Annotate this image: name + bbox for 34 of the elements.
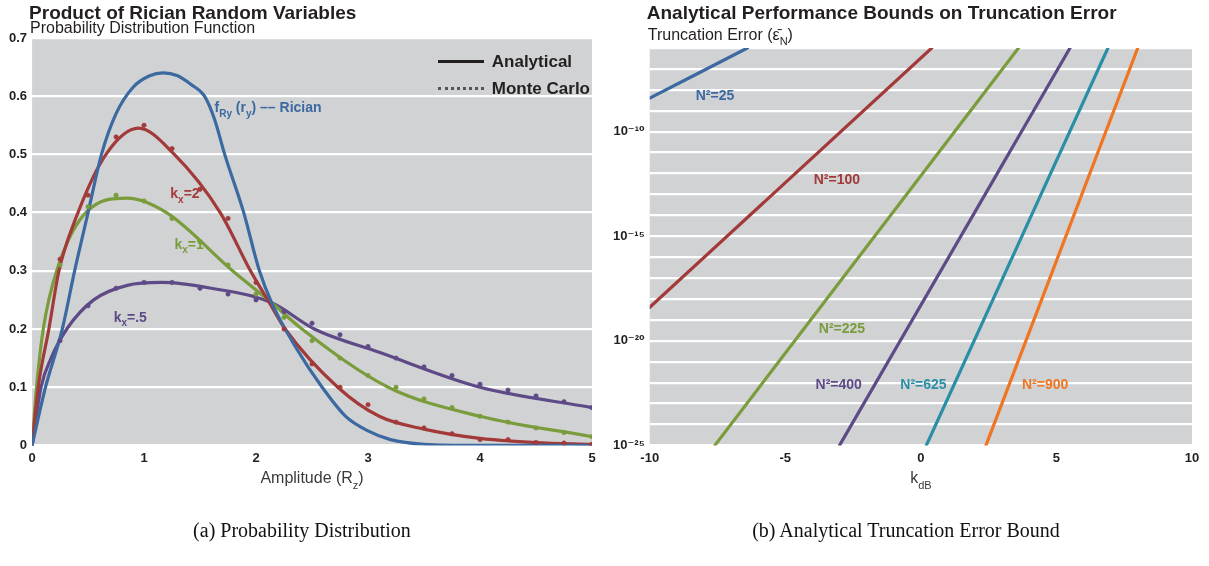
- x-tick-label: 5: [1052, 449, 1061, 465]
- series-label: N²=625: [900, 376, 947, 393]
- y-tick-label: 0: [19, 436, 28, 452]
- text: (b) Analytical Truncation Error Bound: [751, 519, 1061, 542]
- annotation: Monte Carlo: [491, 78, 590, 99]
- series-label: N²=25: [695, 87, 735, 104]
- series-label: N²=100: [813, 171, 861, 187]
- y-tick-label: 10⁻¹⁵: [612, 227, 645, 243]
- x-tick-label: 1: [140, 449, 148, 465]
- y-tick-label: 0.3: [8, 262, 28, 278]
- chart-title: Analytical Performance Bounds on Truncation Error: [646, 2, 1118, 23]
- y-tick-label: 0.6: [8, 87, 28, 103]
- x-tick-label: 3: [364, 449, 372, 465]
- y-tick-label: 0.2: [8, 320, 28, 336]
- y-tick-label: 10⁻¹⁰: [613, 123, 646, 139]
- y-tick-label: 0.1: [8, 378, 28, 394]
- x-tick-label: 2: [252, 449, 260, 465]
- x-tick-label: 10: [1184, 449, 1200, 465]
- y-tick-label: 0.7: [8, 29, 28, 45]
- x-tick-label: -10: [640, 449, 660, 465]
- annotation: Analytical: [491, 51, 573, 72]
- y-tick-label: 0.4: [8, 204, 28, 220]
- y-tick-label: 0.5: [8, 145, 28, 161]
- x-tick-label: 0: [917, 449, 925, 465]
- y-axis-title: Probability Distribution Function: [30, 19, 256, 36]
- x-tick-label: -5: [779, 449, 792, 465]
- x-tick-label: 5: [588, 449, 596, 465]
- x-tick-label: 4: [476, 449, 485, 465]
- text: (a) Probability Distribution: [192, 519, 412, 542]
- y-tick-label: 10⁻²⁰: [613, 332, 646, 348]
- series-label: N²=400: [815, 376, 863, 393]
- series-label: N²=900: [1021, 376, 1069, 393]
- y-tick-label: 10⁻²⁵: [612, 436, 645, 452]
- series-label: N²=225: [818, 320, 866, 337]
